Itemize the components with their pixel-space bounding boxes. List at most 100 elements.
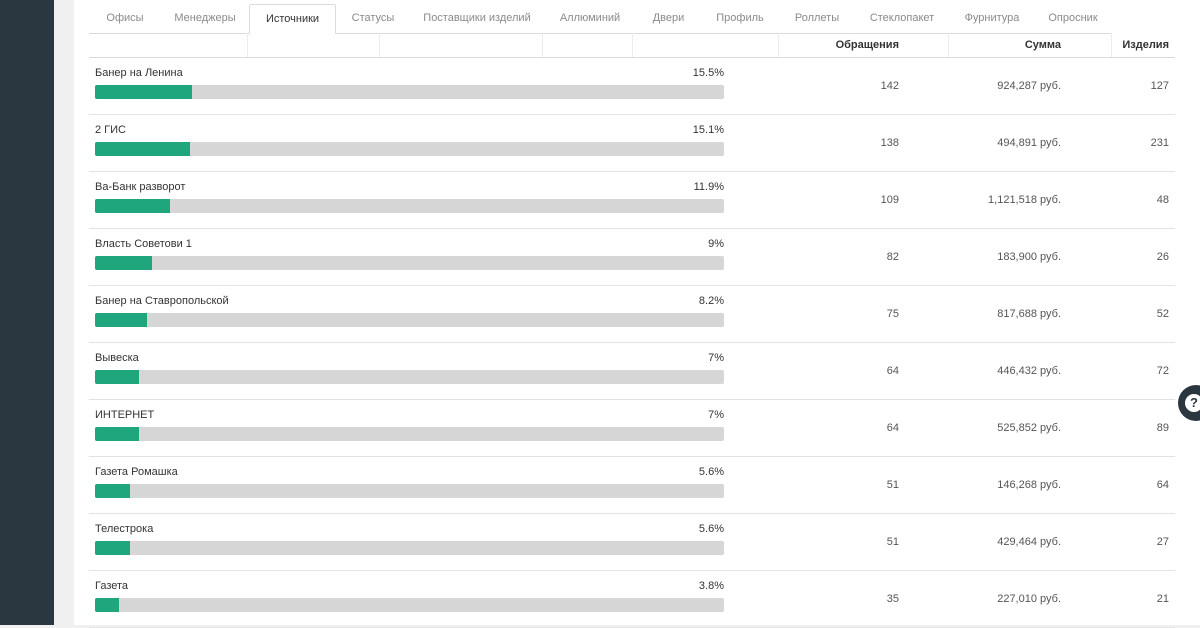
source-percent: 15.1% xyxy=(692,124,724,136)
source-name: ИНТЕРНЕТ xyxy=(95,409,155,421)
table-header: Обращения Сумма Изделия xyxy=(89,33,1175,58)
source-percent: 11.9% xyxy=(693,181,724,193)
requests-count: 64 xyxy=(886,422,899,434)
source-name: Банер на Ленина xyxy=(95,67,183,79)
progress-bar-fill xyxy=(95,256,152,270)
source-name: Власть Советови 1 xyxy=(95,238,192,250)
header-items[interactable]: Изделия xyxy=(1122,39,1169,51)
sum-value: 924,287 руб. xyxy=(997,80,1061,92)
source-name: Ва-Банк разворот xyxy=(95,181,186,193)
tab-profile[interactable]: Профиль xyxy=(716,12,764,24)
source-percent: 7% xyxy=(708,409,724,421)
tab-sources[interactable]: Источники xyxy=(249,4,336,34)
sum-value: 429,464 руб. xyxy=(997,536,1061,548)
requests-count: 142 xyxy=(880,80,899,92)
table-row[interactable]: 2 ГИС 15.1% 138 494,891 руб. 231 xyxy=(89,114,1175,172)
tab-doors[interactable]: Двери xyxy=(652,12,685,24)
progress-bar xyxy=(95,256,724,270)
sum-value: 1,121,518 руб. xyxy=(988,194,1061,206)
source-percent: 5.6% xyxy=(698,466,724,478)
table-row[interactable]: ИНТЕРНЕТ 7% 64 525,852 руб. 89 xyxy=(89,399,1175,457)
source-name: 2 ГИС xyxy=(95,124,126,136)
source-percent: 8.2% xyxy=(698,295,724,307)
progress-bar-fill xyxy=(95,142,190,156)
progress-bar xyxy=(95,427,724,441)
table-row[interactable]: Ва-Банк разворот 11.9% 109 1,121,518 руб. 48 xyxy=(89,171,1175,229)
requests-count: 64 xyxy=(886,365,899,377)
source-percent: 9% xyxy=(708,238,724,250)
items-count: 21 xyxy=(1156,593,1169,605)
progress-bar xyxy=(95,313,724,327)
tab-product-suppliers[interactable]: Поставщики изделий xyxy=(423,12,531,24)
tab-managers[interactable]: Менеджеры xyxy=(174,12,236,24)
progress-bar-fill xyxy=(95,427,139,441)
tab-fittings[interactable]: Фурнитура xyxy=(964,12,1020,24)
source-percent: 7% xyxy=(708,352,724,364)
progress-bar xyxy=(95,199,724,213)
tab-survey[interactable]: Опросник xyxy=(1048,12,1098,24)
items-count: 48 xyxy=(1156,194,1169,206)
items-count: 89 xyxy=(1156,422,1169,434)
header-requests[interactable]: Обращения xyxy=(835,39,899,51)
progress-bar-fill xyxy=(95,313,147,327)
table-row[interactable]: Газета Ромашка 5.6% 51 146,268 руб. 64 xyxy=(89,456,1175,514)
table-row[interactable]: Газета 3.8% 35 227,010 руб. 21 xyxy=(89,570,1175,628)
table-row[interactable]: Телестрока 5.6% 51 429,464 руб. 27 xyxy=(89,513,1175,571)
left-sidebar xyxy=(0,0,54,625)
source-percent: 15.5% xyxy=(692,67,724,79)
items-count: 127 xyxy=(1150,80,1169,92)
requests-count: 75 xyxy=(886,308,899,320)
question-circle-icon: ? xyxy=(1185,394,1200,412)
sum-value: 494,891 руб. xyxy=(997,137,1061,149)
requests-count: 35 xyxy=(886,593,899,605)
progress-bar-fill xyxy=(95,541,130,555)
sum-value: 446,432 руб. xyxy=(997,365,1061,377)
requests-count: 109 xyxy=(880,194,899,206)
source-name: Банер на Ставропольской xyxy=(95,295,229,307)
tab-offices[interactable]: Офисы xyxy=(106,12,144,24)
requests-count: 138 xyxy=(880,137,899,149)
table-row[interactable]: Вывеска 7% 64 446,432 руб. 72 xyxy=(89,342,1175,400)
table-row[interactable]: Банер на Ленина 15.5% 142 924,287 руб. 127 xyxy=(89,57,1175,115)
source-name: Вывеска xyxy=(95,352,139,364)
source-name: Газета Ромашка xyxy=(95,466,178,478)
requests-count: 82 xyxy=(886,251,899,263)
tab-statuses[interactable]: Статусы xyxy=(351,12,395,24)
progress-bar xyxy=(95,541,724,555)
items-count: 26 xyxy=(1156,251,1169,263)
sum-value: 227,010 руб. xyxy=(997,593,1061,605)
progress-bar xyxy=(95,142,724,156)
requests-count: 51 xyxy=(886,479,899,491)
tab-shutters[interactable]: Роллеты xyxy=(794,12,840,24)
source-percent: 5.6% xyxy=(698,523,724,535)
items-count: 27 xyxy=(1156,536,1169,548)
progress-bar-fill xyxy=(95,199,170,213)
header-sum[interactable]: Сумма xyxy=(1024,39,1061,51)
tab-glass-units[interactable]: Стеклопакет xyxy=(869,12,935,24)
items-count: 231 xyxy=(1150,137,1169,149)
sum-value: 146,268 руб. xyxy=(997,479,1061,491)
requests-count: 51 xyxy=(886,536,899,548)
sum-value: 817,688 руб. xyxy=(997,308,1061,320)
progress-bar-fill xyxy=(95,370,139,384)
progress-bar xyxy=(95,370,724,384)
progress-bar xyxy=(95,598,724,612)
help-button[interactable]: ? xyxy=(1178,385,1200,421)
progress-bar xyxy=(95,484,724,498)
sum-value: 525,852 руб. xyxy=(997,422,1061,434)
table-row[interactable]: Банер на Ставропольской 8.2% 75 817,688 руб… xyxy=(89,285,1175,343)
source-percent: 3.8% xyxy=(698,580,724,592)
tab-aluminium[interactable]: Аллюминий xyxy=(559,12,621,24)
progress-bar xyxy=(95,85,724,99)
progress-bar-fill xyxy=(95,85,192,99)
items-count: 72 xyxy=(1156,365,1169,377)
sum-value: 183,900 руб. xyxy=(997,251,1061,263)
source-name: Газета xyxy=(95,580,129,592)
progress-bar-fill xyxy=(95,484,130,498)
table-row[interactable]: Власть Советови 1 9% 82 183,900 руб. 26 xyxy=(89,228,1175,286)
items-count: 52 xyxy=(1156,308,1169,320)
sources-report-panel: Офисы Менеджеры Источники Статусы Постав… xyxy=(74,0,1200,628)
source-name: Телестрока xyxy=(95,523,154,535)
items-count: 64 xyxy=(1156,479,1169,491)
progress-bar-fill xyxy=(95,598,119,612)
